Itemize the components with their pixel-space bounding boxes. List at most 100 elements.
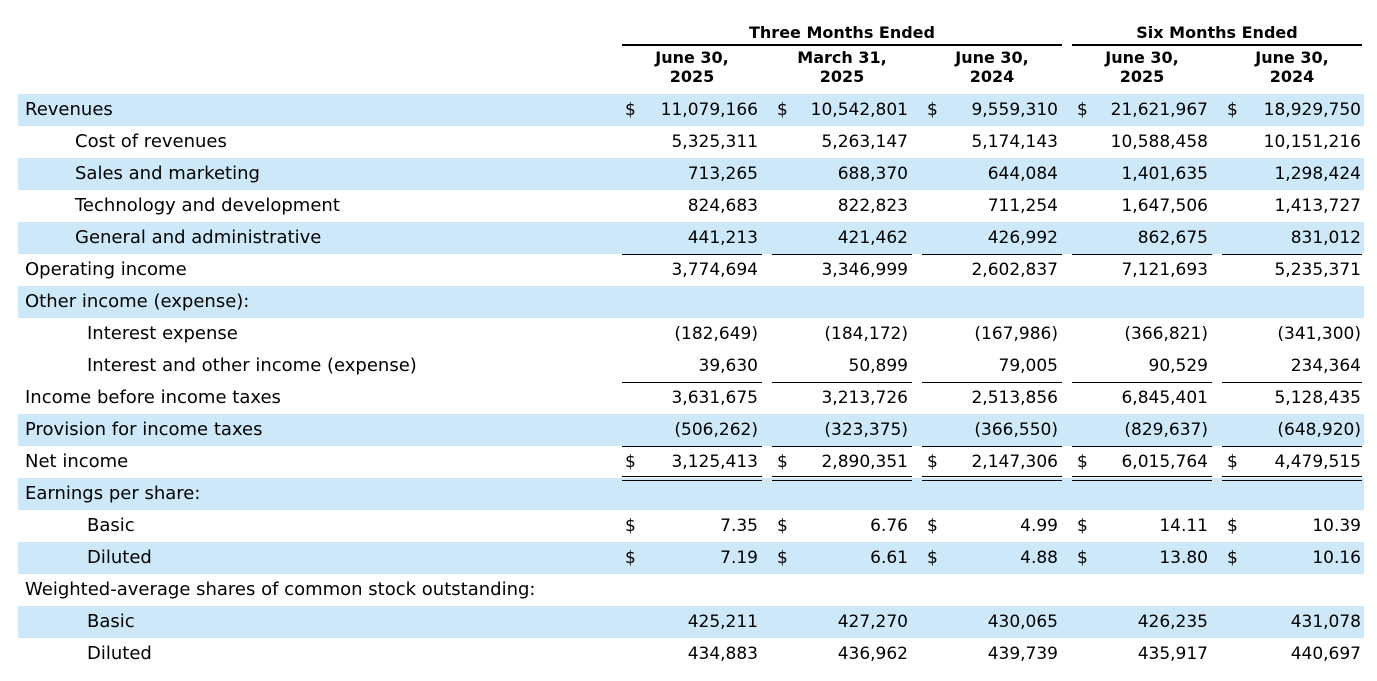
table-cell xyxy=(748,286,908,318)
column-header-line1: June 30, xyxy=(1255,48,1329,67)
table-cell: 426,235 xyxy=(1137,612,1208,632)
currency-symbol: $ xyxy=(1077,516,1088,536)
table-cell: 426,992 xyxy=(987,228,1058,248)
table-row: Diluted $7.19 $6.61 $4.88 $13.80 $10.16 xyxy=(18,542,1364,574)
double-underline xyxy=(622,476,762,481)
table-cell: 4.99 xyxy=(1020,516,1058,536)
currency-symbol: $ xyxy=(927,100,938,120)
row-label: Provision for income taxes xyxy=(25,419,263,440)
currency-symbol: $ xyxy=(777,516,788,536)
table-cell: 6.61 xyxy=(870,548,908,568)
table-cell: 822,823 xyxy=(837,196,908,216)
table-cell xyxy=(898,478,1058,510)
table-cell: 688,370 xyxy=(837,164,908,184)
table-cell xyxy=(1201,286,1361,318)
column-header: June 30, 2025 xyxy=(622,48,762,90)
currency-symbol: $ xyxy=(927,516,938,536)
column-header-line1: June 30, xyxy=(955,48,1029,67)
row-label: Interest and other income (expense) xyxy=(87,355,417,376)
table-cell: 5,325,311 xyxy=(671,132,758,152)
column-header-line1: March 31, xyxy=(797,48,887,67)
total-underline xyxy=(1222,254,1362,255)
total-underline xyxy=(922,446,1062,447)
currency-symbol: $ xyxy=(625,452,636,472)
table-cell: 862,675 xyxy=(1137,228,1208,248)
row-label: Weighted-average shares of common stock … xyxy=(25,579,536,600)
row-label: Basic xyxy=(87,515,135,536)
currency-symbol: $ xyxy=(1227,516,1238,536)
table-cell: 5,235,371 xyxy=(1274,260,1361,280)
currency-symbol: $ xyxy=(927,548,938,568)
table-cell: 2,147,306 xyxy=(971,452,1058,472)
table-row: Basic $7.35 $6.76 $4.99 $14.11 $10.39 xyxy=(18,510,1364,542)
table-row: Income before income taxes 3,631,675 3,213… xyxy=(18,382,1364,414)
column-header-line2: 2024 xyxy=(1269,67,1315,86)
table-cell: (341,300) xyxy=(1277,324,1361,344)
table-cell: (182,649) xyxy=(674,324,758,344)
double-underline xyxy=(772,476,912,481)
table-cell: 11,079,166 xyxy=(660,100,758,120)
table-cell: 9,559,310 xyxy=(971,100,1058,120)
total-underline xyxy=(772,446,912,447)
table-cell: 39,630 xyxy=(698,356,758,376)
column-header: March 31, 2025 xyxy=(772,48,912,90)
total-underline xyxy=(772,382,912,383)
row-label: Earnings per share: xyxy=(25,483,201,504)
row-label: Interest expense xyxy=(87,323,238,344)
table-cell: (648,920) xyxy=(1277,420,1361,440)
table-cell: 5,128,435 xyxy=(1274,388,1361,408)
table-cell: 3,631,675 xyxy=(671,388,758,408)
table-cell: 713,265 xyxy=(687,164,758,184)
table-cell: (323,375) xyxy=(824,420,908,440)
table-cell: 18,929,750 xyxy=(1263,100,1361,120)
row-label: Cost of revenues xyxy=(75,131,227,152)
table-cell: 421,462 xyxy=(837,228,908,248)
table-cell: 425,211 xyxy=(687,612,758,632)
table-row: Technology and development 824,683 822,823… xyxy=(18,190,1364,222)
row-label: Basic xyxy=(87,611,135,632)
table-cell: (829,637) xyxy=(1124,420,1208,440)
total-underline xyxy=(1072,446,1212,447)
group-header-six-months: Six Months Ended xyxy=(1136,23,1298,42)
table-cell: (167,986) xyxy=(974,324,1058,344)
table-cell xyxy=(598,574,758,606)
column-header: June 30, 2024 xyxy=(922,48,1062,90)
total-underline xyxy=(622,446,762,447)
table-cell: 2,602,837 xyxy=(971,260,1058,280)
total-underline xyxy=(922,254,1062,255)
table-cell: 2,890,351 xyxy=(821,452,908,472)
table-cell: 711,254 xyxy=(987,196,1058,216)
table-cell: 3,125,413 xyxy=(671,452,758,472)
table-cell: 10.16 xyxy=(1312,548,1361,568)
table-row: Sales and marketing 713,265 688,370 644,084… xyxy=(18,158,1364,190)
currency-symbol: $ xyxy=(777,100,788,120)
table-cell: 6,845,401 xyxy=(1121,388,1208,408)
column-header-line2: 2024 xyxy=(969,67,1015,86)
table-cell: (366,821) xyxy=(1124,324,1208,344)
table-cell: 7.35 xyxy=(720,516,758,536)
column-header-line2: 2025 xyxy=(819,67,865,86)
table-cell: 439,739 xyxy=(987,644,1058,664)
table-row: Earnings per share: xyxy=(18,478,1364,510)
total-underline xyxy=(772,254,912,255)
table-cell: 50,899 xyxy=(848,356,908,376)
table-cell: 3,774,694 xyxy=(671,260,758,280)
currency-symbol: $ xyxy=(777,548,788,568)
table-cell: 1,401,635 xyxy=(1121,164,1208,184)
table-cell: (366,550) xyxy=(974,420,1058,440)
group-underline-three-months xyxy=(622,44,1062,46)
row-label: Net income xyxy=(25,451,129,472)
table-cell: 831,012 xyxy=(1290,228,1361,248)
table-cell: 7,121,693 xyxy=(1121,260,1208,280)
column-header-line1: June 30, xyxy=(1105,48,1179,67)
table-cell: 434,883 xyxy=(687,644,758,664)
table-cell: 14.11 xyxy=(1159,516,1208,536)
double-underline xyxy=(1222,476,1362,481)
table-cell: 6.76 xyxy=(870,516,908,536)
table-cell: 7.19 xyxy=(720,548,758,568)
table-cell: 10,542,801 xyxy=(810,100,908,120)
table-cell xyxy=(598,286,758,318)
table-cell xyxy=(898,286,1058,318)
table-cell xyxy=(1048,574,1208,606)
table-cell: 3,213,726 xyxy=(821,388,908,408)
